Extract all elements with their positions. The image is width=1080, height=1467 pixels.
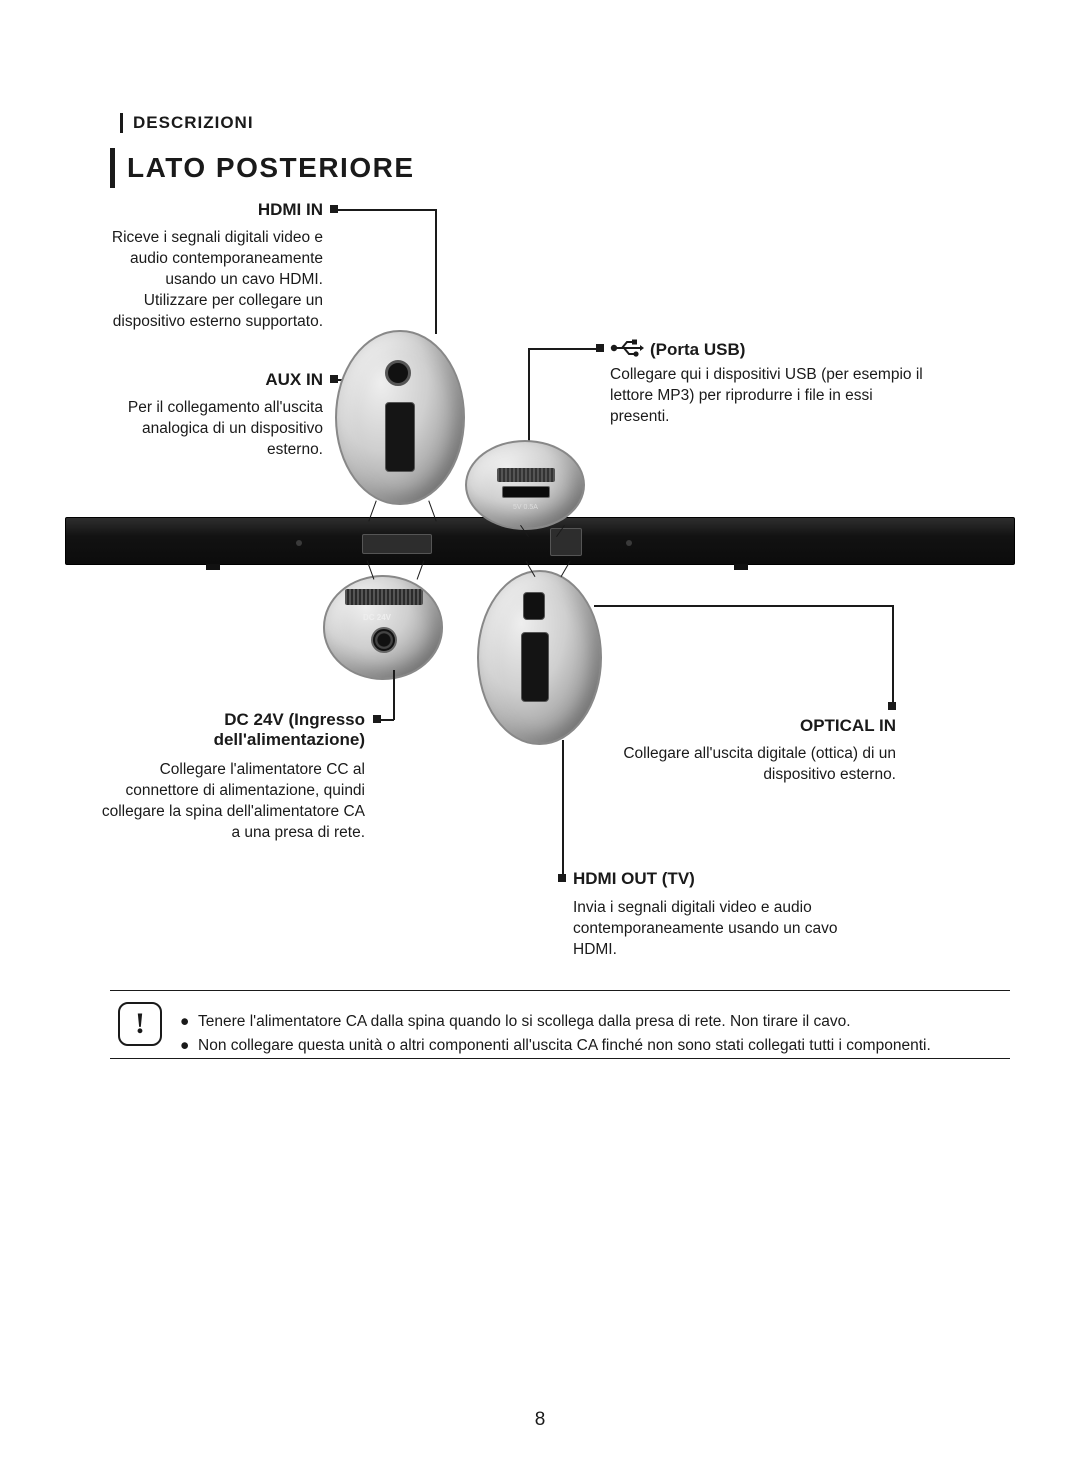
caution-list: ●Tenere l'alimentatore CA dalla spina qu… xyxy=(180,1010,1008,1058)
connector-line xyxy=(528,348,598,350)
connector-line xyxy=(393,670,395,720)
divider xyxy=(110,1058,1010,1059)
manual-page: DESCRIZIONI LATO POSTERIORE HDMI IN Rice… xyxy=(0,0,1080,1467)
hdmi-out-desc: Invia i segnali digitali video e audio c… xyxy=(573,898,883,961)
port-cluster xyxy=(362,534,432,554)
dc24v-desc: Collegare l'alimentatore CC al connettor… xyxy=(95,760,365,844)
caution-text: Tenere l'alimentatore CA dalla spina qua… xyxy=(198,1010,851,1034)
hdmi-out-label: HDMI OUT (TV) xyxy=(573,869,695,889)
usb-port-title: (Porta USB) xyxy=(650,340,745,359)
usb-port-label: (Porta USB) xyxy=(610,339,745,362)
connector-line xyxy=(528,348,530,443)
connector-line xyxy=(892,605,894,705)
connector-dot xyxy=(330,375,338,383)
connector-line xyxy=(562,740,564,876)
port-cluster xyxy=(550,528,582,556)
optical-in-desc: Collegare all'uscita digitale (ottica) d… xyxy=(580,744,896,786)
connector-dot xyxy=(330,205,338,213)
hdmi-in-label: HDMI IN xyxy=(110,200,323,220)
dc24v-label: DC 24V (Ingresso dell'alimentazione) xyxy=(85,710,365,750)
caution-text: Non collegare questa unità o altri compo… xyxy=(198,1034,931,1058)
connector-line xyxy=(338,209,436,211)
section-tag: DESCRIZIONI xyxy=(120,113,254,133)
aux-in-desc: Per il collegamento all'uscita analogica… xyxy=(105,398,323,461)
usb-slot-graphic xyxy=(502,486,550,498)
optical-graphic xyxy=(523,592,545,620)
connector-line xyxy=(594,605,894,607)
caution-icon: ! xyxy=(118,1002,162,1046)
hdmi-out-graphic xyxy=(521,632,549,702)
page-title: LATO POSTERIORE xyxy=(110,148,415,188)
optical-in-label: OPTICAL IN xyxy=(610,716,896,736)
divider xyxy=(110,990,1010,991)
foot xyxy=(206,564,220,570)
hdmi-in-desc: Riceve i segnali digitali video e audio … xyxy=(105,228,323,333)
magnifier-hdmi-aux xyxy=(335,330,465,505)
connector-line xyxy=(380,719,394,721)
magnifier-usb: 5V 0.5A xyxy=(465,440,585,530)
usb-area-graphic xyxy=(497,468,555,482)
dc-label-graphic: DC 24V xyxy=(363,613,391,622)
caution-item: ●Non collegare questa unità o altri comp… xyxy=(180,1034,1008,1058)
magnifier-dc: DC 24V xyxy=(323,575,443,680)
screw-hole xyxy=(296,540,302,546)
screw-hole xyxy=(626,540,632,546)
usb-port-desc: Collegare qui i dispositivi USB (per ese… xyxy=(610,365,930,428)
hdmi-in-graphic xyxy=(385,402,415,472)
connector-line xyxy=(435,209,437,334)
aux-jack-graphic xyxy=(385,360,411,386)
port-strip-graphic xyxy=(345,589,423,605)
caution-item: ●Tenere l'alimentatore CA dalla spina qu… xyxy=(180,1010,1008,1034)
aux-in-label: AUX IN xyxy=(110,370,323,390)
page-number: 8 xyxy=(0,1409,1080,1431)
foot xyxy=(734,564,748,570)
magnifier-optical-hdmiout xyxy=(477,570,602,745)
usb-icon xyxy=(610,339,644,362)
dc-jack-graphic xyxy=(371,627,397,653)
usb-rating: 5V 0.5A xyxy=(513,504,538,511)
